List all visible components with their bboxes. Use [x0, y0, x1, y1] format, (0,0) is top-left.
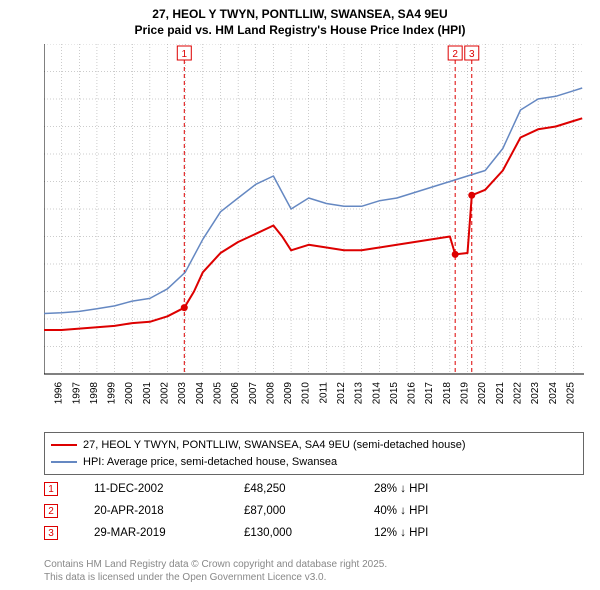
- svg-text:1998: 1998: [89, 382, 100, 405]
- title-line-2: Price paid vs. HM Land Registry's House …: [0, 22, 600, 38]
- footer-attribution: Contains HM Land Registry data © Crown c…: [44, 558, 387, 584]
- transaction-diff: 12% ↓ HPI: [374, 527, 494, 539]
- footer-line-2: This data is licensed under the Open Gov…: [44, 571, 387, 584]
- transaction-date: 20-APR-2018: [94, 505, 244, 517]
- svg-text:2017: 2017: [424, 382, 435, 405]
- svg-text:2021: 2021: [495, 382, 506, 405]
- transaction-diff: 28% ↓ HPI: [374, 483, 494, 495]
- svg-text:2001: 2001: [142, 382, 153, 405]
- svg-text:2007: 2007: [248, 382, 259, 405]
- svg-text:2019: 2019: [460, 382, 471, 405]
- chart-container: 27, HEOL Y TWYN, PONTLLIW, SWANSEA, SA4 …: [0, 0, 600, 590]
- svg-text:2023: 2023: [530, 382, 541, 405]
- svg-text:2010: 2010: [301, 382, 312, 405]
- svg-text:1997: 1997: [71, 382, 82, 405]
- svg-text:2005: 2005: [212, 382, 223, 405]
- legend-label: HPI: Average price, semi-detached house,…: [83, 454, 337, 471]
- chart-plot-area: £0£20K£40K£60K£80K£100K£120K£140K£160K£1…: [44, 44, 584, 374]
- legend-swatch: [51, 444, 77, 446]
- svg-text:2012: 2012: [336, 382, 347, 405]
- chart-title: 27, HEOL Y TWYN, PONTLLIW, SWANSEA, SA4 …: [0, 0, 600, 38]
- svg-text:2024: 2024: [548, 382, 559, 405]
- svg-text:2025: 2025: [565, 382, 576, 405]
- chart-svg: £0£20K£40K£60K£80K£100K£120K£140K£160K£1…: [44, 44, 584, 424]
- svg-text:2016: 2016: [407, 382, 418, 405]
- svg-text:2: 2: [452, 49, 458, 60]
- svg-text:1999: 1999: [107, 382, 118, 405]
- svg-text:2006: 2006: [230, 382, 241, 405]
- legend-item: HPI: Average price, semi-detached house,…: [51, 454, 577, 471]
- svg-text:2014: 2014: [371, 382, 382, 405]
- legend: 27, HEOL Y TWYN, PONTLLIW, SWANSEA, SA4 …: [44, 432, 584, 475]
- svg-text:2003: 2003: [177, 382, 188, 405]
- transactions-table: 1 11-DEC-2002 £48,250 28% ↓ HPI 2 20-APR…: [44, 478, 584, 544]
- svg-text:1: 1: [182, 49, 188, 60]
- table-row: 1 11-DEC-2002 £48,250 28% ↓ HPI: [44, 478, 584, 500]
- svg-text:2013: 2013: [354, 382, 365, 405]
- svg-text:2022: 2022: [512, 382, 523, 405]
- svg-text:2020: 2020: [477, 382, 488, 405]
- legend-label: 27, HEOL Y TWYN, PONTLLIW, SWANSEA, SA4 …: [83, 437, 466, 454]
- svg-text:2008: 2008: [265, 382, 276, 405]
- legend-item: 27, HEOL Y TWYN, PONTLLIW, SWANSEA, SA4 …: [51, 437, 577, 454]
- svg-text:2002: 2002: [160, 382, 171, 405]
- table-row: 3 29-MAR-2019 £130,000 12% ↓ HPI: [44, 522, 584, 544]
- svg-text:2000: 2000: [124, 382, 135, 405]
- svg-text:1995: 1995: [44, 382, 47, 405]
- svg-text:2009: 2009: [283, 382, 294, 405]
- transaction-marker: 3: [44, 526, 58, 540]
- svg-text:2018: 2018: [442, 382, 453, 405]
- svg-text:2015: 2015: [389, 382, 400, 405]
- legend-swatch: [51, 461, 77, 463]
- svg-text:3: 3: [469, 49, 475, 60]
- table-row: 2 20-APR-2018 £87,000 40% ↓ HPI: [44, 500, 584, 522]
- transaction-marker: 2: [44, 504, 58, 518]
- svg-text:1996: 1996: [54, 382, 65, 405]
- transaction-date: 29-MAR-2019: [94, 527, 244, 539]
- transaction-price: £48,250: [244, 483, 374, 495]
- title-line-1: 27, HEOL Y TWYN, PONTLLIW, SWANSEA, SA4 …: [0, 6, 600, 22]
- transaction-price: £130,000: [244, 527, 374, 539]
- svg-text:2011: 2011: [318, 382, 329, 404]
- transaction-diff: 40% ↓ HPI: [374, 505, 494, 517]
- transaction-price: £87,000: [244, 505, 374, 517]
- transaction-date: 11-DEC-2002: [94, 483, 244, 495]
- transaction-marker: 1: [44, 482, 58, 496]
- svg-text:2004: 2004: [195, 382, 206, 405]
- footer-line-1: Contains HM Land Registry data © Crown c…: [44, 558, 387, 571]
